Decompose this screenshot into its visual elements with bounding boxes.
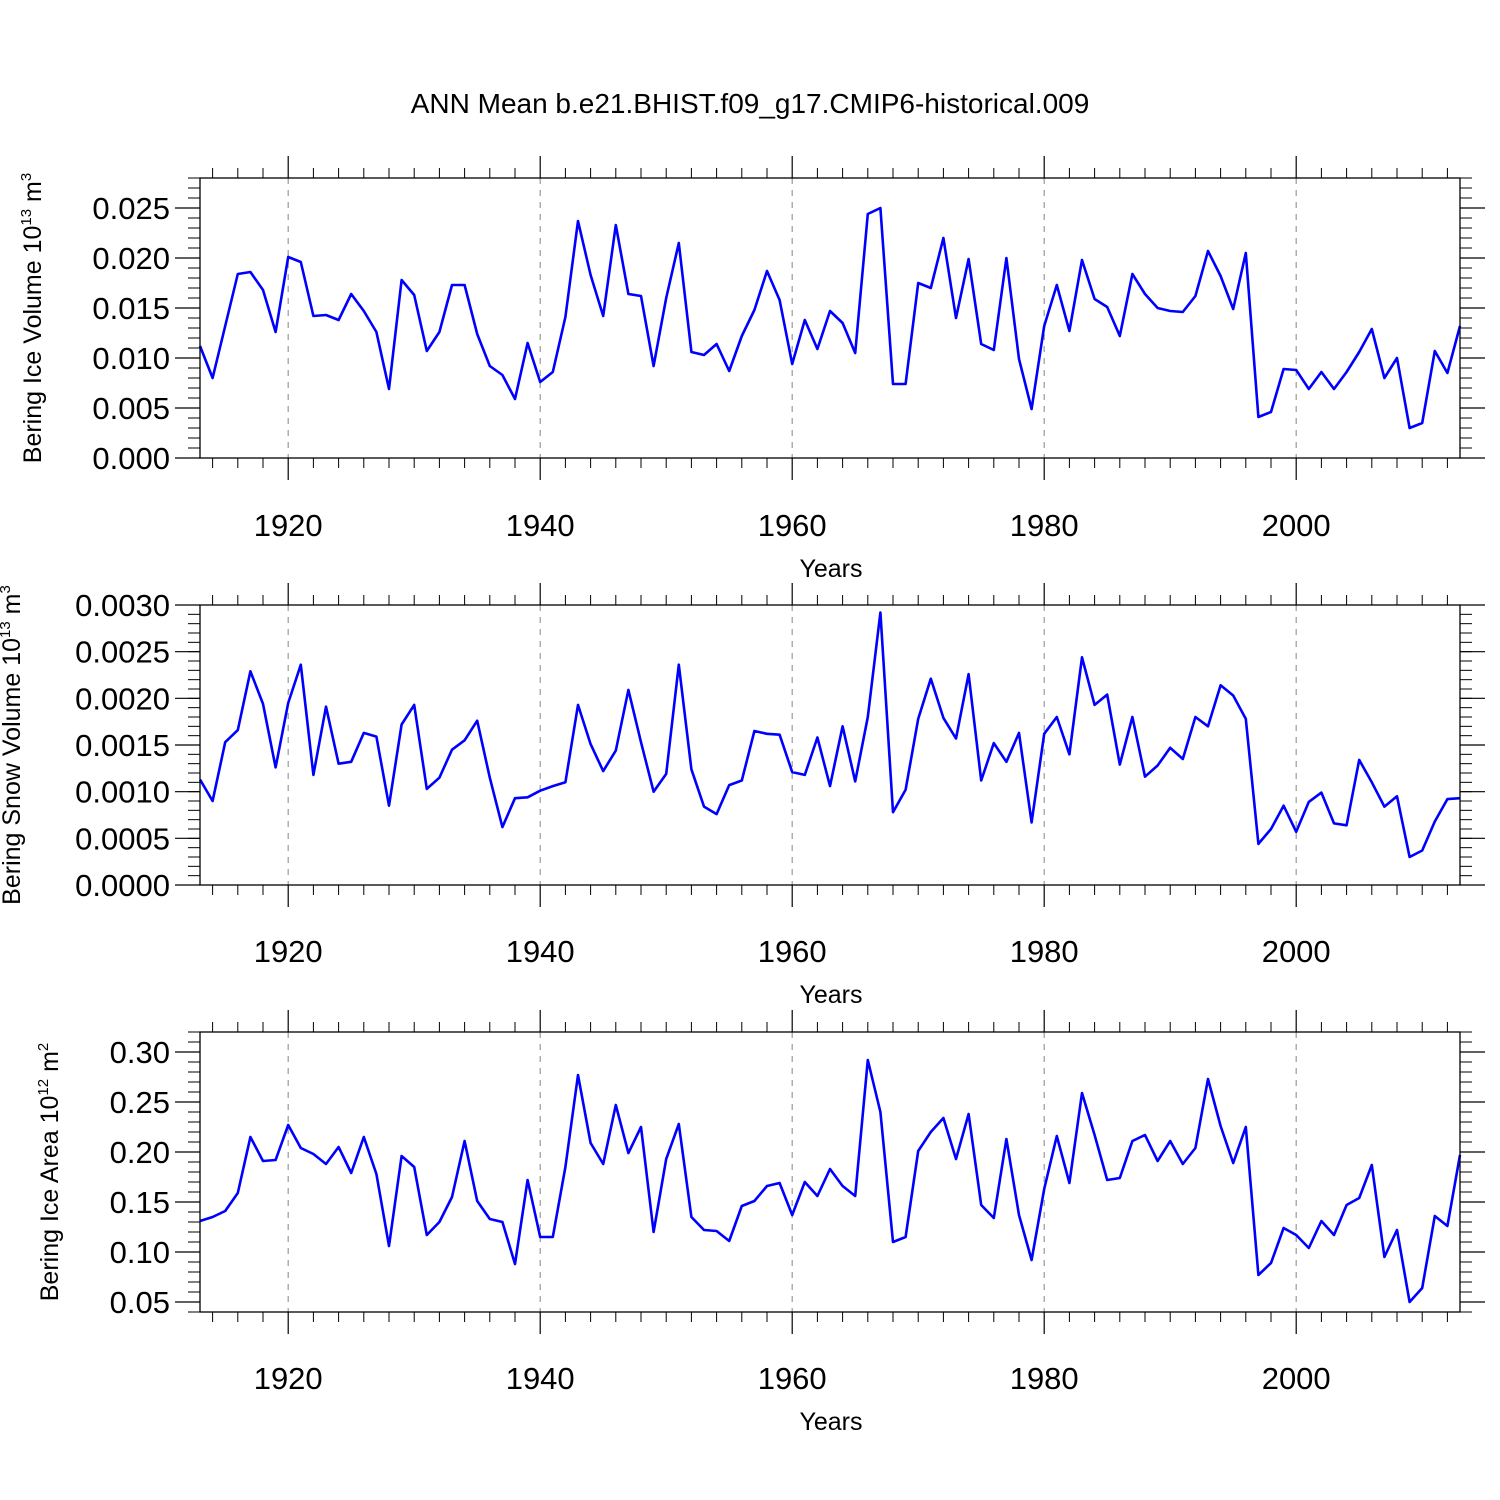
y-axis-title: Bering Ice Area 1012 m2: [35, 1043, 64, 1302]
y-tick-label: 0.10: [110, 1235, 170, 1270]
x-tick-label: 1960: [758, 1361, 827, 1396]
x-tick-label: 1980: [1010, 1361, 1079, 1396]
x-tick-label: 1920: [254, 508, 323, 543]
y-axis-title-unit: m: [0, 594, 26, 622]
y-axis-title-exponent: 13: [0, 621, 14, 638]
plot-frame: [199, 177, 1461, 459]
y-axis-title-unit: m: [36, 1051, 64, 1079]
chart-panel-1: 1920 1940 1960 1980 2000 0.000 0.005 0.010 0.015…: [18, 156, 1485, 583]
series-line-1: [199, 1058, 1462, 1304]
y-tick-label: 0.0015: [75, 728, 170, 763]
panels: 1920 1940 1960 1980 2000 0.000 0.005 0.010 0.015…: [0, 156, 1485, 1436]
y-axis-title-text: Bering Snow Volume 10: [0, 638, 26, 905]
x-tick-label: 1940: [506, 508, 575, 543]
y-axis-title-exponent: 12: [35, 1079, 52, 1096]
chart-panel-2: 1920 1940 1960 1980 2000 0.0000 0.0005 0.0010 0.…: [0, 583, 1485, 1009]
x-tick-label: 1920: [254, 934, 323, 969]
y-tick-label: 0.0025: [75, 635, 170, 670]
y-tick-label: 0.005: [92, 391, 170, 426]
series-line-1: [198, 206, 1462, 430]
y-tick-label: 0.05: [110, 1285, 170, 1320]
x-tick-label: 1940: [506, 934, 575, 969]
y-tick-label: 0.0000: [75, 868, 170, 903]
y-tick-label: 0.025: [92, 191, 170, 226]
y-axis-title-unit-exponent: 3: [18, 173, 35, 181]
y-tick-label: 0.0030: [75, 588, 170, 623]
x-tick-label: 1940: [506, 1361, 575, 1396]
plot-frame: [199, 604, 1461, 886]
y-tick-label: 0.010: [92, 341, 170, 376]
y-tick-label: 0.30: [110, 1035, 170, 1070]
y-axis-title: Bering Ice Volume 1013 m3: [18, 173, 47, 463]
chart-panel-3: 1920 1940 1960 1980 2000 0.05 0.10 0.15 0.20 0.25…: [35, 1010, 1485, 1436]
x-tick-label: 1960: [758, 508, 827, 543]
y-tick-label: 0.25: [110, 1085, 170, 1120]
x-tick-label: 1920: [254, 1361, 323, 1396]
plot-frame: [199, 1031, 1461, 1313]
y-tick-label: 0.0010: [75, 775, 170, 810]
y-axis-title: Bering Snow Volume 1013 m3: [0, 585, 26, 905]
figure-title: ANN Mean b.e21.BHIST.f09_g17.CMIP6-histo…: [411, 88, 1090, 119]
x-tick-label: 1960: [758, 934, 827, 969]
x-tick-label: 2000: [1262, 1361, 1331, 1396]
x-axis-title: Years: [799, 981, 862, 1009]
x-tick-label: 1980: [1010, 934, 1079, 969]
x-tick-label: 1980: [1010, 508, 1079, 543]
y-axis-title-exponent: 13: [18, 209, 35, 226]
y-tick-label: 0.20: [110, 1135, 170, 1170]
y-axis-title-unit-exponent: 2: [35, 1043, 52, 1051]
y-tick-label: 0.015: [92, 291, 170, 326]
y-axis-title-text: Bering Ice Volume 10: [19, 226, 47, 464]
y-axis-title-unit-exponent: 3: [0, 585, 14, 593]
y-tick-label: 0.020: [92, 241, 170, 276]
x-axis-title: Years: [799, 555, 862, 583]
x-tick-label: 2000: [1262, 934, 1331, 969]
y-tick-label: 0.15: [110, 1185, 170, 1220]
series-line-1: [198, 611, 1461, 859]
y-axis-title-unit: m: [19, 181, 47, 209]
y-tick-label: 0.000: [92, 441, 170, 476]
x-axis-title: Years: [799, 1408, 862, 1436]
y-axis-title-text: Bering Ice Area 10: [36, 1096, 64, 1302]
x-tick-label: 2000: [1262, 508, 1331, 543]
y-tick-label: 0.0005: [75, 821, 170, 856]
y-tick-label: 0.0020: [75, 681, 170, 716]
